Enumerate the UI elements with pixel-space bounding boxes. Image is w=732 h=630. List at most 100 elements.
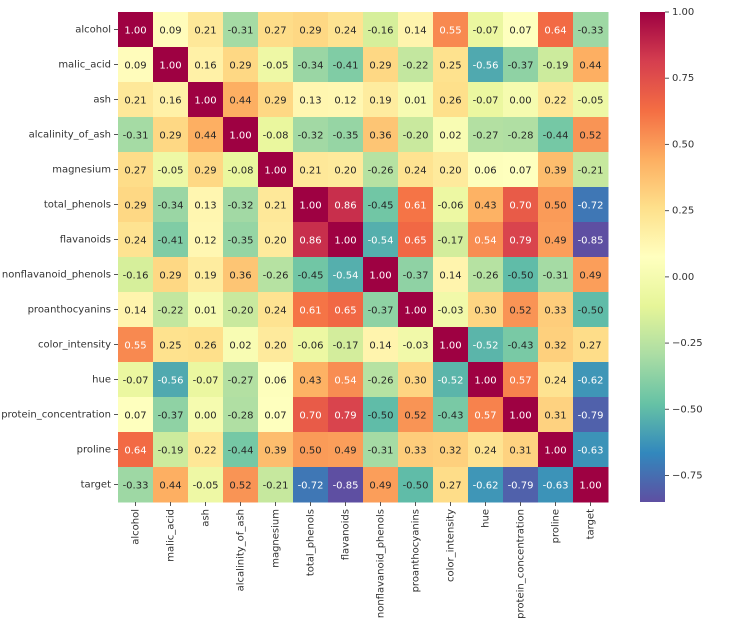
heatmap-cell [188, 82, 224, 118]
heatmap-cell [188, 432, 224, 468]
heatmap-cell [188, 47, 224, 83]
heatmap-cell [363, 152, 399, 188]
cell-label: 0.27 [264, 26, 286, 37]
cell-label: 0.57 [509, 376, 531, 387]
heatmap-cell [258, 362, 294, 398]
cell-label: 0.52 [579, 131, 601, 142]
heatmap-cell [118, 117, 154, 153]
cell-label: 0.12 [194, 236, 216, 247]
heatmap-cell [573, 187, 609, 223]
cell-label: 0.06 [264, 376, 286, 387]
heatmap-cell [398, 432, 434, 468]
heatmap-cell [293, 362, 329, 398]
cell-label: 0.07 [509, 26, 531, 37]
cell-label: -0.31 [543, 271, 569, 282]
heatmap-cell [118, 292, 154, 328]
cell-label: 1.00 [229, 131, 251, 142]
heatmap-cell [153, 82, 189, 118]
cell-label: 0.14 [404, 26, 426, 37]
y-tick-label: protein_concentration [1, 410, 111, 421]
cell-label: -0.72 [298, 481, 324, 492]
heatmap-cell [573, 467, 609, 503]
heatmap-cell [433, 257, 469, 293]
heatmap-cell [538, 82, 574, 118]
cell-label: 0.09 [159, 26, 181, 37]
cell-label: -0.32 [298, 131, 324, 142]
cell-label: -0.06 [298, 341, 324, 352]
heatmap-cell [363, 362, 399, 398]
heatmap-cell [118, 362, 154, 398]
heatmap-cell [538, 362, 574, 398]
cell-label: 0.49 [369, 481, 391, 492]
heatmap-cell [188, 397, 224, 433]
cell-label: 0.65 [334, 306, 356, 317]
heatmap-cell [153, 432, 189, 468]
cell-label: -0.85 [333, 481, 359, 492]
heatmap-cell [363, 397, 399, 433]
cell-label: -0.44 [543, 131, 569, 142]
cell-label: 0.29 [194, 166, 216, 177]
heatmap-cell [468, 292, 504, 328]
cell-label: -0.27 [228, 376, 254, 387]
heatmap-cell [258, 257, 294, 293]
heatmap-cell [538, 117, 574, 153]
cell-label: 0.39 [544, 166, 566, 177]
heatmap-cell [258, 222, 294, 258]
heatmap-cell [258, 187, 294, 223]
cell-label: -0.05 [158, 166, 184, 177]
heatmap-cell [363, 117, 399, 153]
cell-label: -0.43 [508, 341, 534, 352]
cell-label: -0.50 [578, 306, 604, 317]
colorbar-tick-label: 0.25 [672, 206, 694, 217]
cell-label: -0.34 [298, 61, 324, 72]
heatmap-cell [538, 187, 574, 223]
heatmap-cell [118, 187, 154, 223]
heatmap-cell [503, 82, 539, 118]
cell-label: 0.29 [299, 26, 321, 37]
cell-label: -0.03 [403, 341, 429, 352]
heatmap-cell [398, 47, 434, 83]
cell-label: 0.22 [544, 96, 566, 107]
heatmap-cell [363, 467, 399, 503]
cell-label: 0.24 [124, 236, 146, 247]
heatmap-cell [363, 292, 399, 328]
cell-label: 0.20 [334, 166, 356, 177]
heatmap-cell [573, 327, 609, 363]
cell-label: -0.31 [368, 446, 394, 457]
cell-label: -0.54 [333, 271, 359, 282]
heatmap-cell [363, 82, 399, 118]
cell-label: -0.20 [403, 131, 429, 142]
heatmap-cell [363, 47, 399, 83]
heatmap-cell [118, 467, 154, 503]
heatmap-cell [153, 47, 189, 83]
cell-label: -0.21 [263, 481, 289, 492]
y-tick-label: alcalinity_of_ash [29, 130, 111, 141]
heatmap-cell [503, 187, 539, 223]
cell-label: 0.02 [229, 341, 251, 352]
cell-label: -0.03 [438, 306, 464, 317]
cell-label: 0.24 [474, 446, 496, 457]
heatmap-cell [573, 47, 609, 83]
heatmap-cell [223, 327, 259, 363]
cell-label: 0.20 [264, 341, 286, 352]
heatmap-cell [153, 257, 189, 293]
cell-label: -0.44 [228, 446, 254, 457]
heatmap-cell [468, 222, 504, 258]
cell-label: -0.07 [193, 376, 219, 387]
cell-label: 0.57 [474, 411, 496, 422]
heatmap-cell [118, 257, 154, 293]
heatmap-cell [223, 362, 259, 398]
heatmap-cell [153, 117, 189, 153]
heatmap-cell [573, 117, 609, 153]
heatmap-cell [363, 432, 399, 468]
cell-label: -0.17 [438, 236, 464, 247]
cell-label: 0.00 [509, 96, 531, 107]
cell-label: -0.37 [368, 306, 394, 317]
y-tick-label: target [81, 480, 111, 491]
cell-label: 0.00 [194, 411, 216, 422]
heatmap-cell [398, 117, 434, 153]
heatmap-cell [188, 187, 224, 223]
cell-label: 0.07 [124, 411, 146, 422]
cell-label: -0.43 [438, 411, 464, 422]
cell-label: -0.85 [578, 236, 604, 247]
